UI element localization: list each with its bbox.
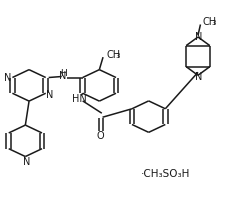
Text: 3: 3 bbox=[116, 53, 120, 59]
Text: N: N bbox=[194, 72, 202, 81]
Text: ·CH₃SO₃H: ·CH₃SO₃H bbox=[141, 168, 191, 178]
Text: CH: CH bbox=[203, 17, 217, 27]
Text: CH: CH bbox=[106, 50, 120, 60]
Text: N: N bbox=[59, 71, 67, 81]
Text: O: O bbox=[96, 131, 104, 141]
Text: N: N bbox=[4, 72, 12, 82]
Text: N: N bbox=[46, 90, 54, 100]
Text: N: N bbox=[23, 156, 30, 166]
Text: HN: HN bbox=[72, 94, 86, 104]
Text: N: N bbox=[194, 32, 202, 42]
Text: 3: 3 bbox=[212, 20, 216, 26]
Text: H: H bbox=[60, 69, 67, 78]
